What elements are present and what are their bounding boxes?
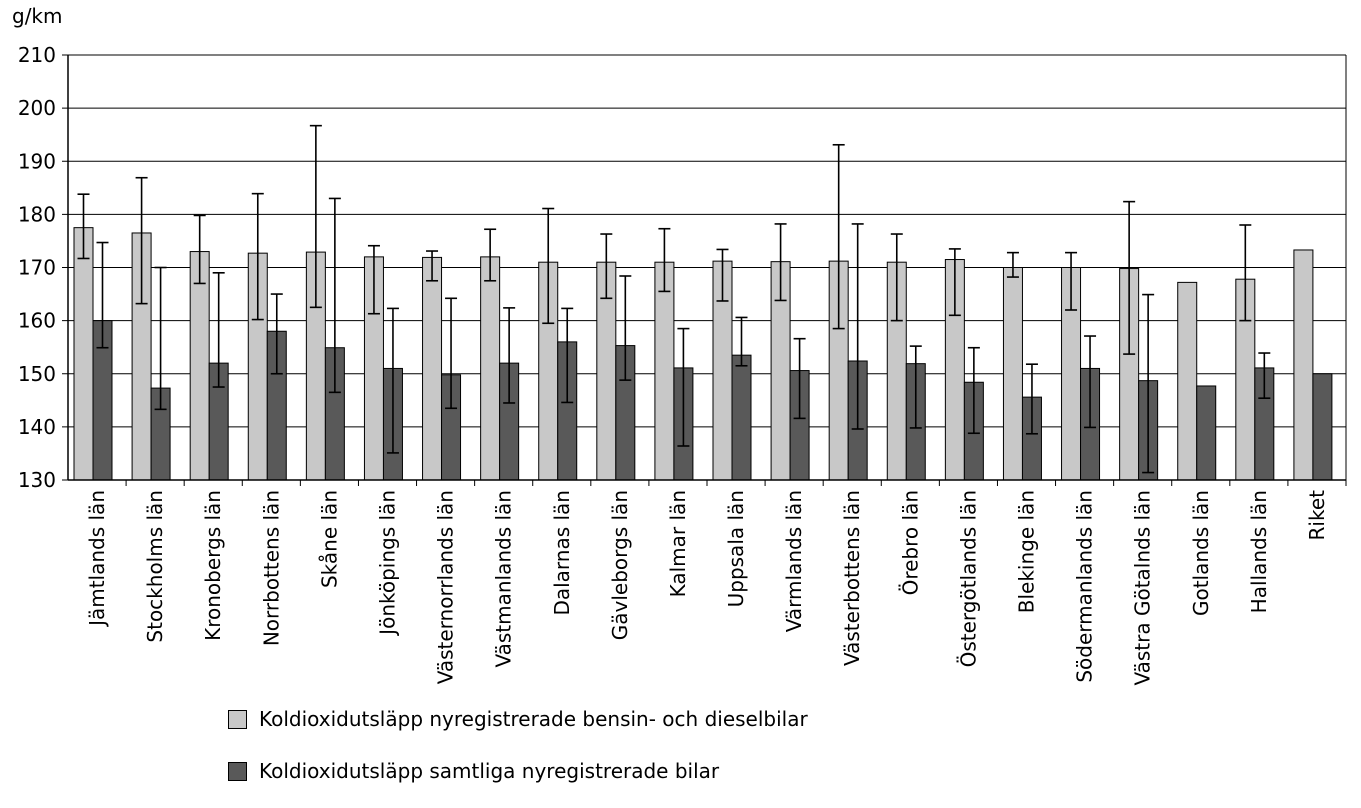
x-tick-label: Västernorrlands län bbox=[434, 490, 458, 684]
bar-chart: 130 140 150 160 170 180 190 200 210 Jämtlands län… bbox=[18, 43, 1347, 686]
bar-all-cars bbox=[1312, 373, 1333, 481]
x-tick-label: Skåne län bbox=[317, 490, 341, 588]
bar-all-cars bbox=[731, 354, 752, 481]
x-tick-label: Kalmar län bbox=[666, 490, 690, 597]
y-tick-label: 130 bbox=[18, 468, 56, 492]
x-tick-label: Västmanlands län bbox=[492, 490, 516, 668]
x-tick-label: Gävleborgs län bbox=[608, 490, 632, 640]
legend-swatch-light bbox=[228, 709, 247, 729]
legend-swatch-dark bbox=[228, 761, 247, 781]
x-tick-label: Västra Götalnds län bbox=[1131, 490, 1155, 686]
bar-petrol-diesel bbox=[654, 261, 675, 481]
y-tick-label: 200 bbox=[18, 96, 56, 120]
bar-all-cars bbox=[1196, 385, 1217, 481]
bar-petrol-diesel bbox=[1177, 281, 1198, 481]
bar-petrol-diesel bbox=[1293, 249, 1314, 481]
y-tick-label: 180 bbox=[18, 202, 56, 226]
x-tick-label: Dalarnas län bbox=[550, 490, 574, 616]
y-tick-label: 150 bbox=[18, 362, 56, 386]
y-tick-label: 210 bbox=[18, 43, 56, 67]
x-tick-label: Östergötlands län bbox=[956, 490, 980, 667]
y-axis-unit-label: g/km bbox=[12, 4, 63, 28]
x-tick-label: Jönköpings län bbox=[376, 490, 400, 637]
legend: Koldioxidutsläpp nyregistrerade bensin- … bbox=[228, 704, 808, 808]
y-tick-label: 160 bbox=[18, 309, 56, 333]
y-tick-label: 140 bbox=[18, 415, 56, 439]
x-tick-label: Södermanlands län bbox=[1073, 490, 1097, 683]
x-tick-label: Örebro län bbox=[898, 490, 922, 595]
x-tick-label: Västerbottens län bbox=[840, 490, 864, 666]
legend-item-all-cars: Koldioxidutsläpp samtliga nyregistrerade… bbox=[228, 756, 808, 786]
bar-petrol-diesel bbox=[1002, 267, 1023, 481]
bar-petrol-diesel bbox=[480, 256, 501, 481]
bar-petrol-diesel bbox=[189, 251, 210, 481]
y-tick-label: 170 bbox=[18, 256, 56, 280]
bar-petrol-diesel bbox=[422, 256, 443, 481]
x-tick-label: Blekinge län bbox=[1015, 490, 1039, 613]
x-tick-label: Jämtlands län bbox=[85, 490, 109, 628]
x-tick-label: Kronobergs län bbox=[201, 490, 225, 641]
legend-label: Koldioxidutsläpp samtliga nyregistrerade… bbox=[259, 759, 720, 783]
x-tick-label: Riket bbox=[1305, 490, 1329, 541]
x-tick-label: Uppsala län bbox=[724, 490, 748, 607]
x-tick-label: Hallands län bbox=[1247, 490, 1271, 613]
x-tick-label: Gotlands län bbox=[1189, 490, 1213, 616]
bar-petrol-diesel bbox=[73, 227, 94, 481]
x-tick-label: Stockholms län bbox=[143, 490, 167, 643]
legend-label: Koldioxidutsläpp nyregistrerade bensin- … bbox=[259, 707, 808, 731]
legend-item-petrol-diesel: Koldioxidutsläpp nyregistrerade bensin- … bbox=[228, 704, 808, 734]
y-tick-label: 190 bbox=[18, 149, 56, 173]
x-tick-label: Värmlands län bbox=[782, 490, 806, 632]
x-tick-label: Norrbottens län bbox=[259, 490, 283, 646]
